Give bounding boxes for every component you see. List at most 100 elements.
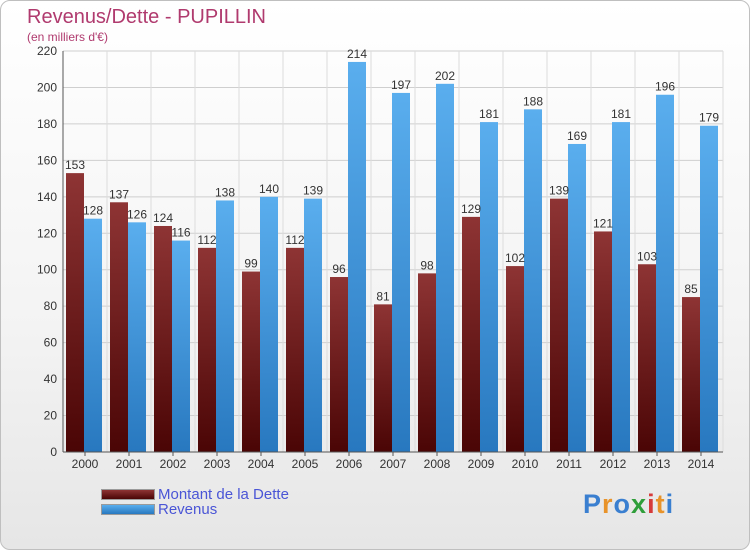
- x-tick-label: 2008: [424, 457, 451, 471]
- data-label-debt: 139: [549, 184, 569, 198]
- data-label-debt: 137: [109, 187, 129, 201]
- data-label-debt: 99: [244, 257, 258, 271]
- y-tick-label: 0: [50, 445, 57, 459]
- bar-revenus: [392, 92, 410, 452]
- data-label-debt: 153: [65, 158, 85, 172]
- x-tick-label: 2013: [644, 457, 671, 471]
- bar-revenus: [128, 222, 146, 452]
- y-tick-label: 140: [37, 190, 57, 204]
- bar-debt: [506, 266, 524, 452]
- chart-subtitle: (en milliers d'€): [27, 30, 108, 44]
- data-label-revenus: 169: [567, 129, 587, 143]
- bar-debt: [374, 304, 392, 452]
- bar-revenus: [436, 83, 454, 453]
- bar-revenus: [304, 198, 322, 452]
- x-tick-label: 2009: [468, 457, 495, 471]
- data-label-debt: 98: [420, 258, 434, 272]
- x-tick-label: 2000: [72, 457, 99, 471]
- data-label-revenus: 179: [699, 111, 719, 125]
- data-label-revenus: 202: [435, 69, 455, 83]
- bar-revenus: [568, 143, 586, 452]
- logo-letter: P: [583, 489, 603, 519]
- data-label-revenus: 138: [215, 185, 235, 199]
- bar-debt: [330, 277, 348, 452]
- y-tick-label: 100: [37, 263, 57, 277]
- logo-letter: i: [665, 489, 675, 519]
- logo-letter: r: [602, 489, 614, 519]
- data-label-debt: 129: [461, 202, 481, 216]
- x-tick-label: 2011: [556, 457, 582, 471]
- x-tick-label: 2005: [292, 457, 319, 471]
- x-tick-label: 2014: [688, 457, 715, 471]
- y-tick-label: 200: [37, 80, 57, 94]
- x-tick-label: 2010: [512, 457, 539, 471]
- data-label-debt: 103: [637, 249, 657, 263]
- y-tick-label: 80: [44, 299, 58, 313]
- proxiti-logo: Proxiti: [583, 489, 674, 520]
- bar-revenus: [700, 125, 718, 453]
- logo-letter: i: [647, 489, 656, 519]
- legend-item-revenus: Revenus: [101, 501, 289, 518]
- bar-debt: [550, 198, 568, 452]
- bar-revenus: [524, 109, 542, 452]
- legend-label-debt: Montant de la Dette: [158, 486, 289, 503]
- data-label-debt: 112: [197, 233, 216, 247]
- logo-letter: t: [655, 489, 666, 519]
- x-tick-label: 2001: [116, 457, 143, 471]
- data-label-revenus: 196: [655, 80, 675, 94]
- logo-letter: x: [631, 489, 648, 519]
- bar-debt: [682, 297, 700, 452]
- data-label-revenus: 181: [611, 107, 631, 121]
- x-tick-label: 2006: [336, 457, 363, 471]
- data-label-revenus: 214: [347, 47, 367, 61]
- legend-swatch-debt: [101, 489, 155, 500]
- legend: Montant de la Dette Revenus: [101, 486, 289, 518]
- bar-debt: [66, 173, 84, 452]
- data-label-debt: 102: [505, 251, 525, 265]
- data-label-revenus: 188: [523, 94, 543, 108]
- data-label-debt: 112: [285, 233, 304, 247]
- bar-revenus: [84, 218, 102, 452]
- y-tick-label: 220: [37, 44, 57, 58]
- bar-revenus: [172, 240, 190, 452]
- y-tick-label: 40: [44, 372, 58, 386]
- data-label-debt: 85: [684, 282, 698, 296]
- y-tick-label: 160: [37, 153, 57, 167]
- bar-debt: [594, 231, 612, 452]
- chart-title: Revenus/Dette - PUPILLIN: [27, 6, 266, 28]
- bar-revenus: [480, 122, 498, 452]
- bar-revenus: [612, 122, 630, 452]
- data-label-revenus: 128: [83, 204, 103, 218]
- bar-debt: [286, 247, 304, 452]
- y-tick-label: 20: [44, 409, 58, 423]
- x-tick-label: 2003: [204, 457, 231, 471]
- data-label-debt: 96: [332, 262, 346, 276]
- bar-debt: [198, 247, 216, 452]
- data-label-debt: 124: [153, 211, 173, 225]
- data-label-revenus: 140: [259, 182, 279, 196]
- bar-revenus: [216, 200, 234, 452]
- data-label-revenus: 116: [171, 226, 190, 240]
- y-tick-label: 120: [37, 226, 57, 240]
- x-tick-label: 2004: [248, 457, 275, 471]
- bar-debt: [154, 225, 172, 452]
- data-label-debt: 81: [376, 289, 390, 303]
- bar-revenus: [656, 94, 674, 452]
- bar-revenus: [260, 196, 278, 452]
- legend-swatch-revenus: [101, 504, 155, 515]
- x-tick-label: 2007: [380, 457, 407, 471]
- x-tick-label: 2012: [600, 457, 627, 471]
- bar-debt: [418, 273, 436, 452]
- data-label-revenus: 197: [391, 78, 411, 92]
- data-label-debt: 121: [593, 216, 613, 230]
- data-label-revenus: 181: [479, 107, 499, 121]
- y-tick-label: 60: [44, 336, 58, 350]
- y-tick-label: 180: [37, 117, 57, 131]
- legend-item-debt: Montant de la Dette: [101, 486, 289, 503]
- bar-debt: [242, 271, 260, 452]
- logo-letter: o: [613, 489, 632, 519]
- bar-debt: [110, 202, 128, 452]
- x-tick-label: 2002: [160, 457, 187, 471]
